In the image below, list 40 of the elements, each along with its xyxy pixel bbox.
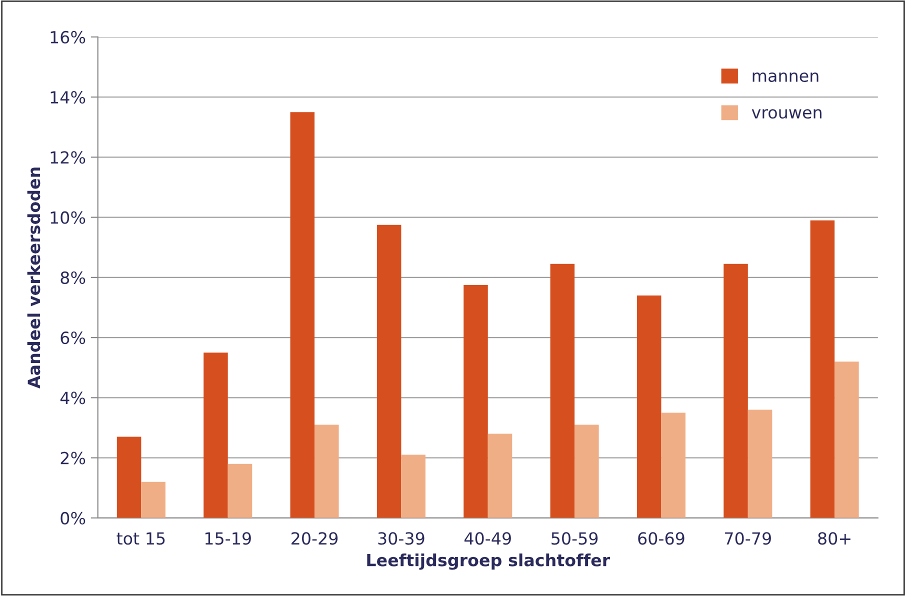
y-tick-label: 14% — [50, 91, 86, 104]
x-tick-label: 70-79 — [725, 532, 771, 545]
x-axis-title: Leeftijdsgroep slachtoffer — [367, 554, 610, 570]
y-tick-label: 8% — [60, 271, 86, 284]
bar — [290, 112, 315, 518]
x-tick-label: 80+ — [818, 532, 850, 545]
bar — [376, 224, 402, 518]
bar — [204, 352, 228, 518]
x-tick-label: 30-39 — [378, 532, 424, 545]
bar — [810, 220, 835, 518]
y-tick-label: 12% — [50, 151, 86, 164]
x-tick-label: 60-69 — [638, 532, 684, 545]
y-tick-label: 0% — [60, 512, 86, 524]
bar — [464, 284, 488, 518]
bar — [401, 454, 426, 518]
legend-label: mannen — [752, 72, 818, 82]
bar — [314, 424, 339, 518]
y-tick-label: 6% — [60, 332, 86, 344]
y-axis-title: Aandeel verkeersdoden — [27, 168, 40, 389]
y-tick-label: 2% — [60, 452, 86, 464]
bar — [550, 264, 575, 518]
bar — [574, 424, 599, 518]
x-tick-label: 50-59 — [552, 532, 598, 545]
x-tick-label: tot 15 — [116, 532, 165, 545]
y-tick-label: 10% — [50, 211, 86, 224]
bar — [834, 362, 859, 518]
y-tick-label: 4% — [60, 392, 86, 404]
x-tick-label: 40-49 — [464, 532, 511, 545]
bar — [116, 436, 142, 518]
x-tick-label: 20-29 — [292, 532, 338, 545]
bar — [228, 464, 252, 518]
legend-label: vrouwen — [752, 109, 822, 119]
bar — [748, 410, 772, 518]
bar — [636, 295, 662, 518]
bar — [661, 412, 686, 518]
bar — [141, 482, 166, 518]
bar — [724, 264, 748, 518]
y-tick-label: 16% — [50, 30, 86, 44]
x-tick-label: 15-19 — [205, 532, 251, 545]
bar — [488, 434, 512, 518]
